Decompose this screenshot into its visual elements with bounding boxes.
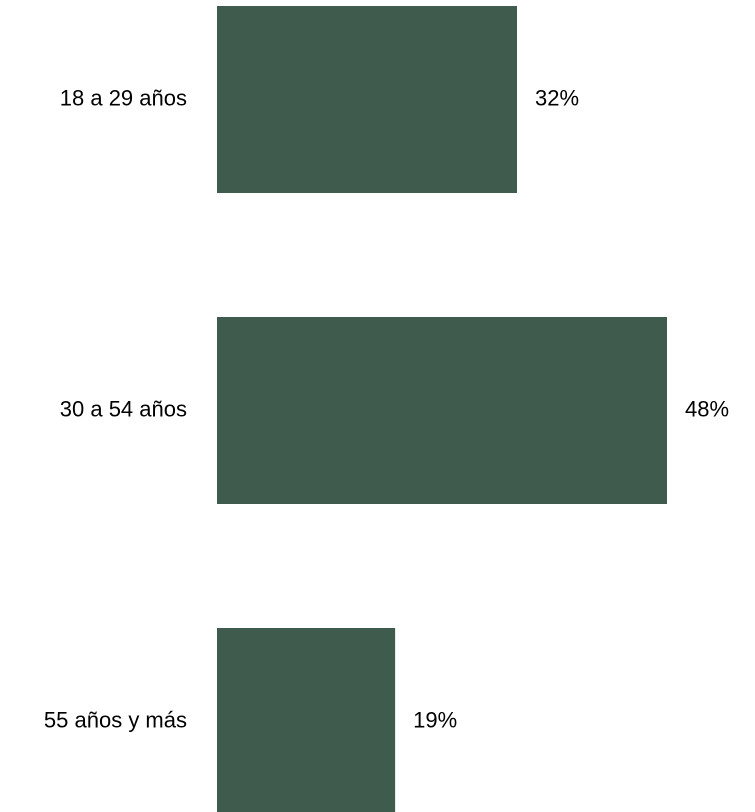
bar-1 [217, 6, 517, 193]
category-label-3: 55 años y más [44, 707, 187, 732]
category-label-1: 18 a 29 años [60, 85, 187, 110]
value-label-1: 32% [535, 85, 579, 110]
bar-3 [217, 628, 396, 812]
value-label-2: 48% [685, 396, 729, 421]
value-label-3: 19% [413, 707, 457, 732]
category-label-2: 30 a 54 años [60, 396, 187, 421]
bar-2 [217, 317, 667, 504]
